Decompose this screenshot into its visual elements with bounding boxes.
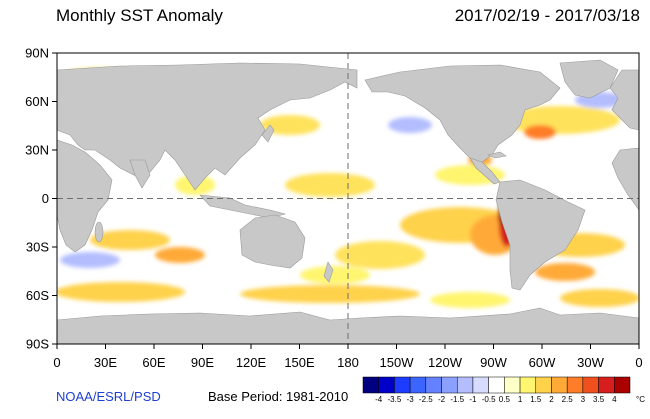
anomaly-patch [260, 115, 320, 135]
lon-tick-label: 0 [53, 355, 60, 370]
anomaly-patch [90, 230, 170, 250]
colorbar-swatch [535, 376, 552, 394]
lon-tick-label: 120E [236, 355, 267, 370]
latitude-axis: 90N 60N 30N 0 30S 60S 90S [25, 46, 57, 352]
land-cuba [487, 151, 507, 159]
base-period-text: Base Period: 1981-2010 [208, 389, 349, 404]
anomaly-patch [524, 125, 556, 139]
colorbar-label: -3.5 [388, 395, 402, 404]
colorbar-swatch [566, 376, 584, 394]
colorbar-label: 3.5 [593, 395, 605, 404]
land-eurasia-east [609, 69, 639, 131]
land-greenland [559, 59, 619, 99]
colorbar-label: -1.5 [450, 395, 464, 404]
colorbar: -4 -3.5 -3 -2.5 -2 -1.5 -1 -0.5 0.5 1 1.5 2 2.5 3 3.5 4… [362, 376, 645, 404]
colorbar-swatch [472, 376, 489, 394]
anomaly-patch [60, 252, 120, 268]
colorbar-label: 2.5 [562, 395, 574, 404]
colorbar-label: 2 [549, 395, 554, 404]
lon-tick-label: 180 [337, 355, 359, 370]
land-new-zealand [323, 261, 334, 283]
lon-tick-label: 60W [529, 355, 556, 370]
anomaly-patch [155, 247, 205, 263]
colorbar-label: 4 [612, 395, 617, 404]
lon-tick-label: 30W [577, 355, 604, 370]
lon-tick-label: 150E [284, 355, 315, 370]
lat-tick-label: 60N [25, 94, 49, 109]
land-north-america [364, 64, 561, 163]
anomaly-patch [430, 292, 510, 308]
land-south-america [495, 179, 586, 291]
lon-tick-label: 120W [428, 355, 463, 370]
land-eurasia [57, 62, 358, 191]
colorbar-swatch [582, 376, 599, 394]
land-central-america [469, 157, 501, 185]
colorbar-label: 1 [518, 395, 523, 404]
date-range: 2017/02/19 - 2017/03/18 [454, 6, 640, 25]
lat-tick-label: 30N [25, 143, 49, 158]
anomaly-patch [388, 117, 432, 133]
lon-tick-label: 90E [191, 355, 214, 370]
land-layer [57, 59, 639, 344]
colorbar-swatch [551, 376, 568, 394]
colorbar-label: -1 [469, 395, 477, 404]
lon-tick-label: 150W [380, 355, 415, 370]
anomaly-patch [57, 282, 185, 302]
colorbar-label: -2 [438, 395, 446, 404]
colorbar-swatch [488, 376, 505, 394]
colorbar-unit: °C [636, 395, 645, 404]
anomaly-patch [560, 289, 639, 307]
colorbar-swatch [362, 376, 379, 394]
land-japan [261, 124, 275, 143]
colorbar-label: -3 [407, 395, 415, 404]
anomaly-patch [535, 263, 595, 281]
lat-tick-label: 30S [26, 240, 49, 255]
anomaly-patch [335, 241, 425, 269]
anomaly-patch [285, 173, 375, 197]
credit-text: NOAA/ESRL/PSD [56, 389, 161, 404]
anomaly-patch [300, 266, 370, 284]
colorbar-swatch [378, 376, 395, 394]
land-africa [57, 139, 113, 253]
colorbar-swatch [425, 376, 442, 394]
land-indonesia [199, 194, 287, 219]
colorbar-label: 3 [581, 395, 586, 404]
land-india [129, 159, 151, 189]
colorbar-swatch [504, 376, 521, 394]
colorbar-swatch [519, 376, 537, 394]
lon-tick-label: 60E [142, 355, 165, 370]
anomaly-patch [240, 285, 420, 303]
colorbar-label: -2.5 [419, 395, 433, 404]
land-australia [239, 214, 306, 269]
colorbar-label: -4 [375, 395, 383, 404]
colorbar-swatch [441, 376, 458, 394]
lat-tick-label: 90S [26, 337, 49, 352]
colorbar-label: 0.5 [499, 395, 511, 404]
land-madagascar [94, 221, 104, 243]
lat-tick-label: 90N [25, 46, 49, 61]
colorbar-swatch [394, 376, 411, 394]
lat-tick-label: 0 [42, 191, 49, 206]
lon-tick-label: 90W [480, 355, 507, 370]
colorbar-swatch [614, 376, 631, 394]
colorbar-swatch [409, 376, 427, 394]
lon-tick-label: 30E [94, 355, 117, 370]
colorbar-swatch [598, 376, 615, 394]
lon-tick-label: 0 [635, 355, 642, 370]
longitude-axis: 0 30E 60E 90E 120E 150E 180 150W 120W 90W 60W 30W 0 [53, 344, 643, 370]
colorbar-swatch [456, 376, 474, 394]
lat-tick-label: 60S [26, 288, 49, 303]
map-title: Monthly SST Anomaly [56, 6, 223, 25]
land-africa-west [611, 147, 639, 211]
colorbar-label: 1.5 [530, 395, 542, 404]
colorbar-label: -0.5 [482, 395, 496, 404]
